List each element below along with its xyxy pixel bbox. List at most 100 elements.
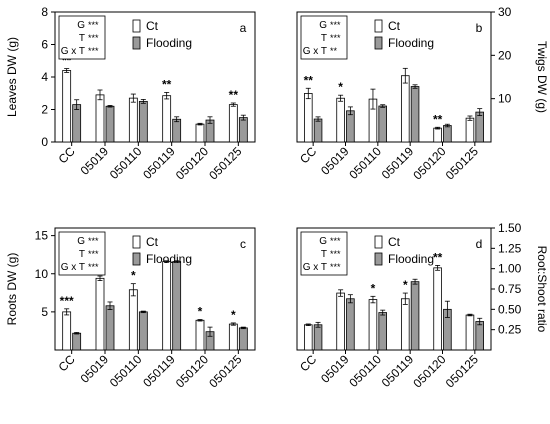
stats-significance: *** [330,33,341,43]
stats-box [300,15,348,60]
legend-swatch-ct [132,19,141,33]
y-tick-label: 5 [41,305,48,319]
significance-label: * [403,278,408,292]
stats-factor-label: G x T [303,46,327,57]
bar-ct [228,104,238,143]
y-tick-label: 8 [41,5,48,19]
stats-significance: *** [330,262,341,272]
bar-ct [304,93,313,143]
bar-ct [336,97,345,143]
bar-flooding [172,261,182,351]
panel-letter: c [240,237,246,251]
stats-significance: *** [88,20,99,30]
panel-letter: b [476,21,483,35]
legend-swatch-flooding [132,252,141,266]
y-tick-label: 6 [41,38,48,52]
x-tick-label: CC [297,352,319,374]
x-tick-label: 050119 [140,352,178,390]
x-tick-label: 050125 [206,352,244,390]
stats-factor-label: G [77,20,85,31]
legend-swatch-flooding [374,252,383,266]
bar-ct [304,324,313,351]
x-tick-label: 050125 [206,144,244,182]
legend-swatch-ct [374,235,383,249]
y-tick-label: 0.25 [498,323,522,337]
bar-ct [465,117,475,143]
legend-label: Flooding [146,36,192,50]
stats-box [58,231,106,276]
bar-flooding [378,312,387,351]
y-axis-label: Twigs DW (g) [535,41,549,113]
bar-ct [433,127,442,143]
bar-ct [95,94,105,143]
bar-ct [162,261,172,351]
bar-ct [162,95,172,143]
significance-label: *** [60,294,74,308]
legend-swatch-flooding [374,36,383,50]
y-tick-label: 0.75 [498,282,522,296]
stats-significance: *** [88,236,99,246]
y-axis-label: Root:Shoot ratio [535,246,549,333]
y-tick-label: 0.50 [498,302,522,316]
significance-label: * [231,308,236,322]
y-axis-label: Roots DW (g) [5,253,19,326]
bar-ct [128,97,138,143]
bar-flooding [443,125,452,143]
bar-flooding [378,105,387,143]
bar-flooding [313,118,323,143]
x-tick-label: 050110 [346,144,384,182]
x-tick-label: 050125 [443,144,481,182]
stats-factor-label: T [321,249,327,260]
stats-significance: ** [330,46,338,56]
bar-flooding [475,111,484,143]
y-tick-label: 10 [35,267,49,281]
legend-label: Flooding [388,36,434,50]
stats-significance: *** [88,46,99,56]
bar-ct [128,289,138,351]
stats-factor-label: G [77,236,85,247]
bar-ct [336,292,345,351]
x-tick-label: CC [297,144,319,166]
x-tick-label: 050120 [410,144,448,182]
stats-significance: *** [330,249,341,259]
significance-label: * [131,269,136,283]
significance-label: ** [162,77,172,91]
bar-flooding [238,117,248,143]
bar-flooding [346,110,355,143]
stats-box [58,15,106,60]
legend-swatch-ct [374,19,383,33]
significance-label: ** [433,250,443,264]
bar-flooding [346,298,355,351]
y-tick-label: 1.50 [498,221,522,235]
stats-factor-label: G [319,236,327,247]
significance-label: ** [304,73,314,87]
legend-label: Flooding [388,252,434,266]
x-tick-label: 050110 [346,352,384,390]
significance-label: * [371,281,376,295]
legend-swatch-flooding [132,36,141,50]
y-tick-label: 2 [41,103,48,117]
y-tick-label: 1.00 [498,262,522,276]
stats-factor-label: T [321,33,327,44]
bar-flooding [410,86,420,143]
legend-label: Ct [146,235,159,249]
stats-significance: *** [330,20,341,30]
bar-flooding [72,332,82,351]
stats-factor-label: G [319,20,327,31]
legend-label: Ct [146,19,159,33]
legend-swatch-ct [132,235,141,249]
significance-label: ** [229,88,239,102]
stats-factor-label: T [79,33,85,44]
bar-ct [62,311,72,351]
y-tick-label: 30 [498,5,512,19]
x-tick-label: 050110 [107,352,145,390]
y-tick-label: 15 [35,229,49,243]
y-tick-label: 10 [498,92,512,106]
bar-flooding [72,104,82,143]
x-tick-label: 050120 [173,352,211,390]
x-tick-label: 050119 [140,144,178,182]
x-tick-label: CC [56,144,78,166]
